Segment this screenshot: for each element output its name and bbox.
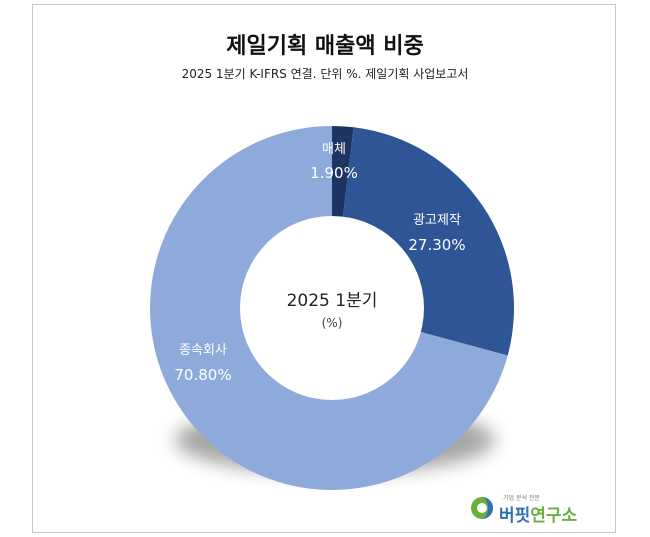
brand-name: 버핏연구소	[499, 501, 577, 526]
brand-name-part1: 버핏	[499, 506, 531, 526]
center-label: 2025 1분기	[287, 291, 378, 311]
donut-hole	[240, 216, 424, 400]
slice-subsidiaries-value: 70.80%	[174, 366, 231, 384]
slice-media-label: 매체	[322, 142, 346, 157]
brand-logo: 기업 분석 전문 버핏연구소	[470, 492, 600, 528]
brand-tagline: 기업 분석 전문	[503, 495, 540, 502]
slice-ad-production-label: 광고제작	[413, 213, 461, 228]
slice-ad-production-value: 27.30%	[408, 236, 465, 254]
chart-title: 제일기획 매출액 비중	[226, 34, 424, 59]
slice-media-value: 1.90%	[310, 164, 358, 182]
slice-subsidiaries-label: 종속회사	[179, 343, 227, 358]
brand-logo-icon	[471, 497, 493, 519]
center-sublabel: (%)	[322, 316, 343, 330]
brand-name-part2: 연구소	[530, 506, 578, 526]
chart-subtitle: 2025 1분기 K-IFRS 연결. 단위 %. 제일기획 사업보고서	[181, 67, 469, 81]
